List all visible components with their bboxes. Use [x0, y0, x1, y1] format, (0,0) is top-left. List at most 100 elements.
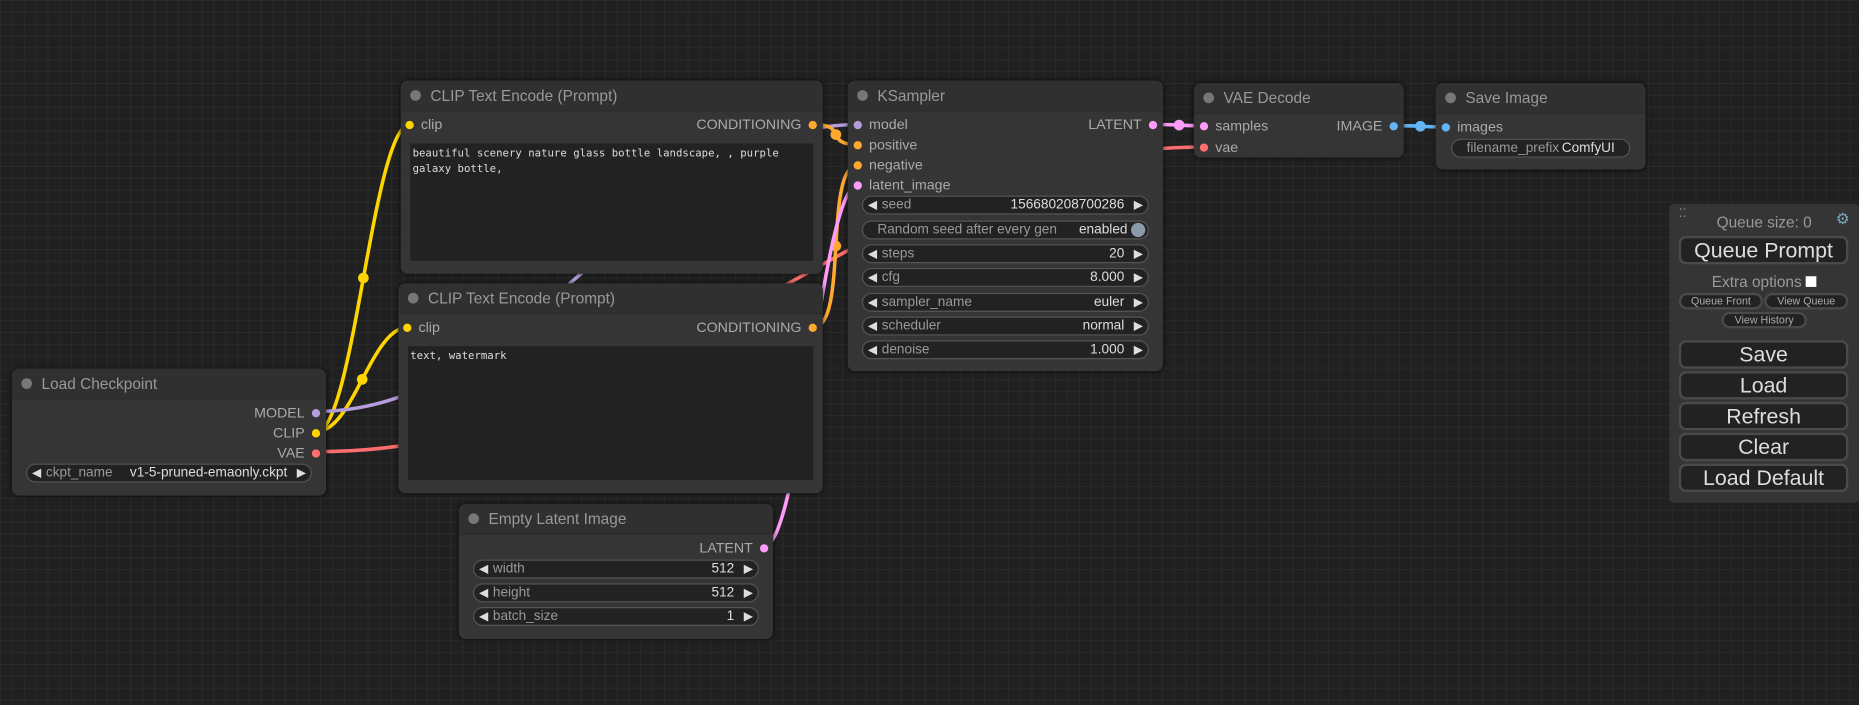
slot-dot-icon[interactable] [853, 180, 862, 190]
arrow-right-icon[interactable]: ▶ [743, 562, 753, 576]
load-button[interactable]: Load [1678, 371, 1849, 400]
view-history-button[interactable]: View History [1721, 311, 1807, 329]
output-image[interactable]: IMAGE [1337, 117, 1398, 134]
slot-dot-icon[interactable] [808, 120, 817, 129]
arrow-left-icon[interactable]: ◀ [478, 609, 489, 624]
collapse-dot-icon[interactable] [1203, 92, 1215, 104]
input-latent-image[interactable]: latent_image [853, 177, 951, 193]
slot-dot-icon[interactable] [311, 448, 321, 458]
arrow-left-icon[interactable]: ◀ [867, 198, 877, 212]
arrow-left-icon[interactable]: ◀ [867, 247, 877, 261]
node-clip-text-encode-negative[interactable]: CLIP Text Encode (Prompt) clip CONDITION… [398, 283, 823, 494]
link-midpoint-icon[interactable] [830, 129, 842, 140]
link-midpoint-icon[interactable] [1173, 119, 1185, 131]
prompt-textarea[interactable]: text, watermark [407, 346, 814, 481]
seed-widget[interactable]: ◀ seed 156680208700286 ▶ [861, 195, 1149, 215]
slot-dot-icon[interactable] [853, 140, 862, 149]
output-latent[interactable]: LATENT [1088, 116, 1158, 133]
cfg-widget[interactable]: ◀ cfg 8.000 ▶ [861, 267, 1149, 287]
node-empty-latent-image[interactable]: Empty Latent Image LATENT ◀ width 512 ▶ ◀ he… [458, 503, 774, 640]
width-widget[interactable]: ◀ width 512 ▶ [473, 559, 759, 579]
arrow-left-icon[interactable]: ◀ [867, 319, 877, 333]
arrow-right-icon[interactable]: ▶ [1133, 198, 1143, 212]
input-clip[interactable]: clip [403, 319, 440, 336]
slot-dot-icon[interactable] [1441, 122, 1450, 132]
load-default-button[interactable]: Load Default [1678, 463, 1849, 493]
batch-size-widget[interactable]: ◀ batch_size 1 ▶ [473, 607, 759, 626]
filename-prefix-widget[interactable]: filename_prefix ComfyUI [1451, 138, 1631, 158]
drag-handle-icon[interactable]: ⁚⁚ [1678, 207, 1687, 221]
slot-dot-icon[interactable] [853, 120, 862, 129]
sampler-name-widget[interactable]: ◀ sampler_name euler ▶ [861, 292, 1149, 312]
prompt-textarea[interactable]: beautiful scenery nature glass bottle la… [410, 143, 814, 261]
collapse-dot-icon[interactable] [1445, 92, 1456, 104]
refresh-button[interactable]: Refresh [1678, 401, 1849, 431]
queue-front-button[interactable]: Queue Front [1678, 292, 1763, 310]
slot-dot-icon[interactable] [853, 160, 862, 169]
output-model[interactable]: MODEL [254, 404, 321, 421]
ckpt-name-widget[interactable]: ◀ ckpt_name v1-5-pruned-emaonly.ckpt ▶ [26, 463, 312, 483]
queue-prompt-button[interactable]: Queue Prompt [1678, 235, 1849, 265]
input-samples[interactable]: samples [1199, 117, 1268, 134]
input-positive[interactable]: positive [853, 136, 917, 153]
extra-options-checkbox[interactable] [1805, 276, 1817, 287]
node-load-checkpoint[interactable]: Load Checkpoint MODEL CLIP VAE ◀ ckpt_nam… [11, 368, 327, 496]
slot-dot-icon[interactable] [1199, 142, 1209, 152]
node-vae-decode[interactable]: VAE Decode samples vae IMAGE [1193, 82, 1404, 158]
link-midpoint-icon[interactable] [356, 374, 368, 385]
collapse-dot-icon[interactable] [857, 90, 868, 101]
input-vae[interactable]: vae [1199, 139, 1238, 155]
view-queue-button[interactable]: View Queue [1764, 292, 1849, 310]
height-widget[interactable]: ◀ height 512 ▶ [473, 583, 759, 603]
arrow-left-icon[interactable]: ◀ [478, 586, 489, 600]
link-midpoint-icon[interactable] [358, 272, 369, 284]
gear-icon[interactable]: ⚙ [1835, 209, 1850, 228]
output-conditioning[interactable]: CONDITIONING [696, 319, 817, 336]
arrow-left-icon[interactable]: ◀ [32, 466, 42, 480]
clear-button[interactable]: Clear [1678, 432, 1849, 462]
output-clip[interactable]: CLIP [273, 424, 321, 441]
collapse-dot-icon[interactable] [407, 292, 419, 304]
slot-dot-icon[interactable] [1389, 121, 1398, 130]
input-clip[interactable]: clip [405, 116, 442, 133]
arrow-right-icon[interactable]: ▶ [1133, 319, 1143, 333]
slot-dot-icon[interactable] [311, 408, 321, 417]
arrow-right-icon[interactable]: ▶ [1133, 270, 1143, 284]
slot-dot-icon[interactable] [403, 323, 412, 332]
toggle-knob-icon[interactable] [1131, 222, 1146, 238]
slot-dot-icon[interactable] [1148, 120, 1158, 129]
node-ksampler[interactable]: KSampler model positive negative latent_… [847, 80, 1164, 372]
arrow-left-icon[interactable]: ◀ [867, 270, 877, 284]
node-save-image[interactable]: Save Image images filename_prefix ComfyUI [1435, 82, 1646, 170]
output-conditioning[interactable]: CONDITIONING [696, 116, 817, 133]
node-clip-text-encode-positive[interactable]: CLIP Text Encode (Prompt) clip CONDITION… [400, 80, 823, 274]
slot-dot-icon[interactable] [311, 428, 321, 437]
random-seed-toggle[interactable]: Random seed after every gen enabled [861, 220, 1149, 240]
slot-dot-icon[interactable] [759, 543, 769, 552]
slot-dot-icon[interactable] [405, 120, 414, 129]
link-midpoint-icon[interactable] [1415, 120, 1426, 132]
slot-dot-icon[interactable] [808, 323, 817, 332]
slot-dot-icon[interactable] [1199, 121, 1209, 130]
output-vae[interactable]: VAE [277, 445, 321, 461]
arrow-right-icon[interactable]: ▶ [296, 466, 306, 480]
arrow-right-icon[interactable]: ▶ [743, 609, 753, 624]
collapse-dot-icon[interactable] [410, 90, 421, 101]
collapse-dot-icon[interactable] [468, 513, 479, 525]
arrow-right-icon[interactable]: ▶ [743, 586, 753, 600]
arrow-left-icon[interactable]: ◀ [867, 343, 877, 357]
input-negative[interactable]: negative [853, 156, 923, 173]
output-latent[interactable]: LATENT [699, 539, 769, 556]
arrow-left-icon[interactable]: ◀ [478, 562, 489, 576]
collapse-dot-icon[interactable] [21, 378, 33, 389]
arrow-right-icon[interactable]: ▶ [1133, 343, 1143, 357]
input-model[interactable]: model [853, 116, 908, 133]
arrow-right-icon[interactable]: ▶ [1133, 247, 1143, 261]
save-button[interactable]: Save [1678, 340, 1849, 369]
denoise-widget[interactable]: ◀ denoise 1.000 ▶ [861, 340, 1149, 360]
arrow-left-icon[interactable]: ◀ [867, 295, 877, 309]
input-images[interactable]: images [1441, 119, 1503, 135]
steps-widget[interactable]: ◀ steps 20 ▶ [861, 244, 1149, 264]
scheduler-widget[interactable]: ◀ scheduler normal ▶ [861, 316, 1149, 336]
